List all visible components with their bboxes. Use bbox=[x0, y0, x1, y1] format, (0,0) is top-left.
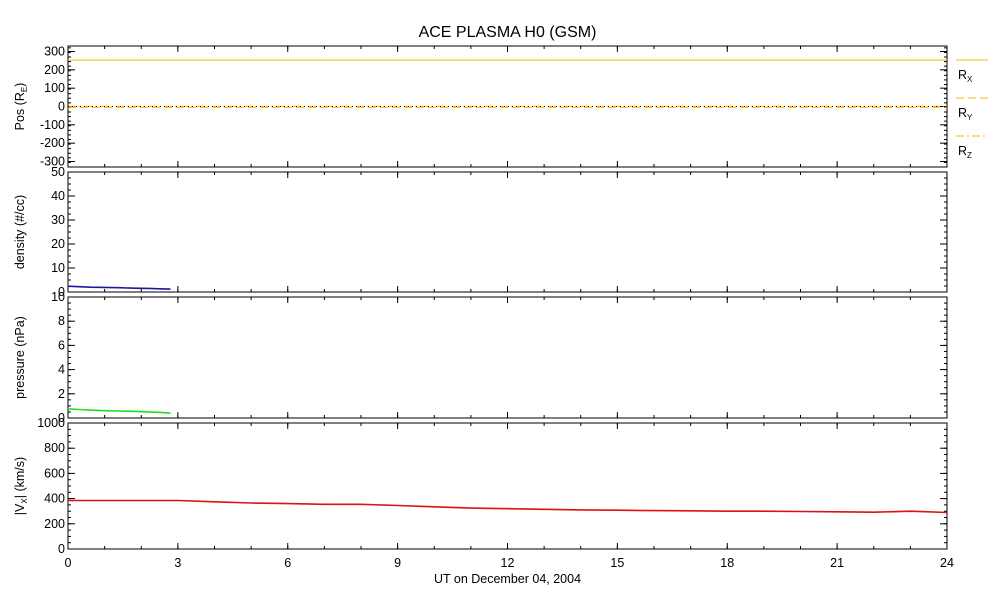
y-tick-label: 10 bbox=[51, 290, 65, 304]
panel-frame bbox=[67, 422, 948, 550]
y-tick-label: 0 bbox=[58, 285, 65, 299]
y-axis-label: Pos (RE) bbox=[13, 83, 29, 131]
y-tick-label: 8 bbox=[58, 314, 65, 328]
panel-frame bbox=[67, 296, 948, 419]
panel-density: 0 10 20 30 40 50 density (#/cc) bbox=[13, 165, 948, 299]
x-tick-label: 18 bbox=[720, 556, 734, 570]
x-axis: 0 3 6 9 12 15 18 21 24 bbox=[65, 556, 954, 570]
x-tick-label: 21 bbox=[830, 556, 844, 570]
x-tick-label: 15 bbox=[610, 556, 624, 570]
y-tick-label: 6 bbox=[58, 338, 65, 352]
y-tick-label: 300 bbox=[44, 45, 65, 59]
y-axis-label: |VX| (km/s) bbox=[13, 457, 29, 515]
y-tick-label: 0 bbox=[58, 411, 65, 425]
y-tick-label: 2 bbox=[58, 387, 65, 401]
y-tick-label: 40 bbox=[51, 189, 65, 203]
y-tick-label: -300 bbox=[40, 155, 65, 169]
y-tick-label: 200 bbox=[44, 63, 65, 77]
legend-label-R_Z: RZ bbox=[958, 144, 972, 160]
series-line-density bbox=[67, 285, 171, 290]
y-tick-label: 20 bbox=[51, 237, 65, 251]
y-tick-label: 1000 bbox=[37, 416, 65, 430]
legend-label-R_Y: RY bbox=[958, 106, 973, 122]
x-tick-label: 0 bbox=[65, 556, 72, 570]
y-tick-label: 50 bbox=[51, 165, 65, 179]
y-tick-label: 4 bbox=[58, 363, 65, 377]
y-tick-label: -200 bbox=[40, 136, 65, 150]
panel-position: -300 -200 -100 0 100 200 300 Pos (RE) bbox=[13, 45, 948, 169]
x-tick-label: 6 bbox=[284, 556, 291, 570]
y-tick-label: 30 bbox=[51, 213, 65, 227]
x-tick-label: 3 bbox=[174, 556, 181, 570]
y-tick-label: 400 bbox=[44, 492, 65, 506]
series-line-velocity bbox=[68, 499, 948, 514]
chart-title: ACE PLASMA H0 (GSM) bbox=[419, 24, 597, 41]
x-tick-label: 9 bbox=[394, 556, 401, 570]
y-tick-label: -100 bbox=[40, 118, 65, 132]
y-tick-label: 0 bbox=[58, 542, 65, 556]
x-tick-label: 24 bbox=[940, 556, 954, 570]
y-tick-label: 0 bbox=[58, 100, 65, 114]
x-axis-label: UT on December 04, 2004 bbox=[434, 572, 581, 586]
series-line-pressure bbox=[67, 408, 171, 414]
y-tick-label: 10 bbox=[51, 261, 65, 275]
y-axis-label: pressure (nPa) bbox=[13, 316, 27, 399]
y-tick-label: 600 bbox=[44, 466, 65, 480]
panel-pressure: 0 2 4 6 8 10 pressure (nPa) bbox=[13, 290, 948, 425]
y-tick-label: 800 bbox=[44, 441, 65, 455]
y-axis-label: density (#/cc) bbox=[13, 195, 27, 269]
y-tick-label: 100 bbox=[44, 81, 65, 95]
legend-label-R_X: RX bbox=[958, 68, 973, 84]
panel-velocity: 0 200 400 600 800 1000 |VX| (km/s) bbox=[13, 416, 948, 556]
legend: RX RY RZ bbox=[956, 59, 988, 160]
panel-frame bbox=[67, 171, 948, 293]
y-tick-label: 200 bbox=[44, 517, 65, 531]
x-tick-label: 12 bbox=[501, 556, 515, 570]
